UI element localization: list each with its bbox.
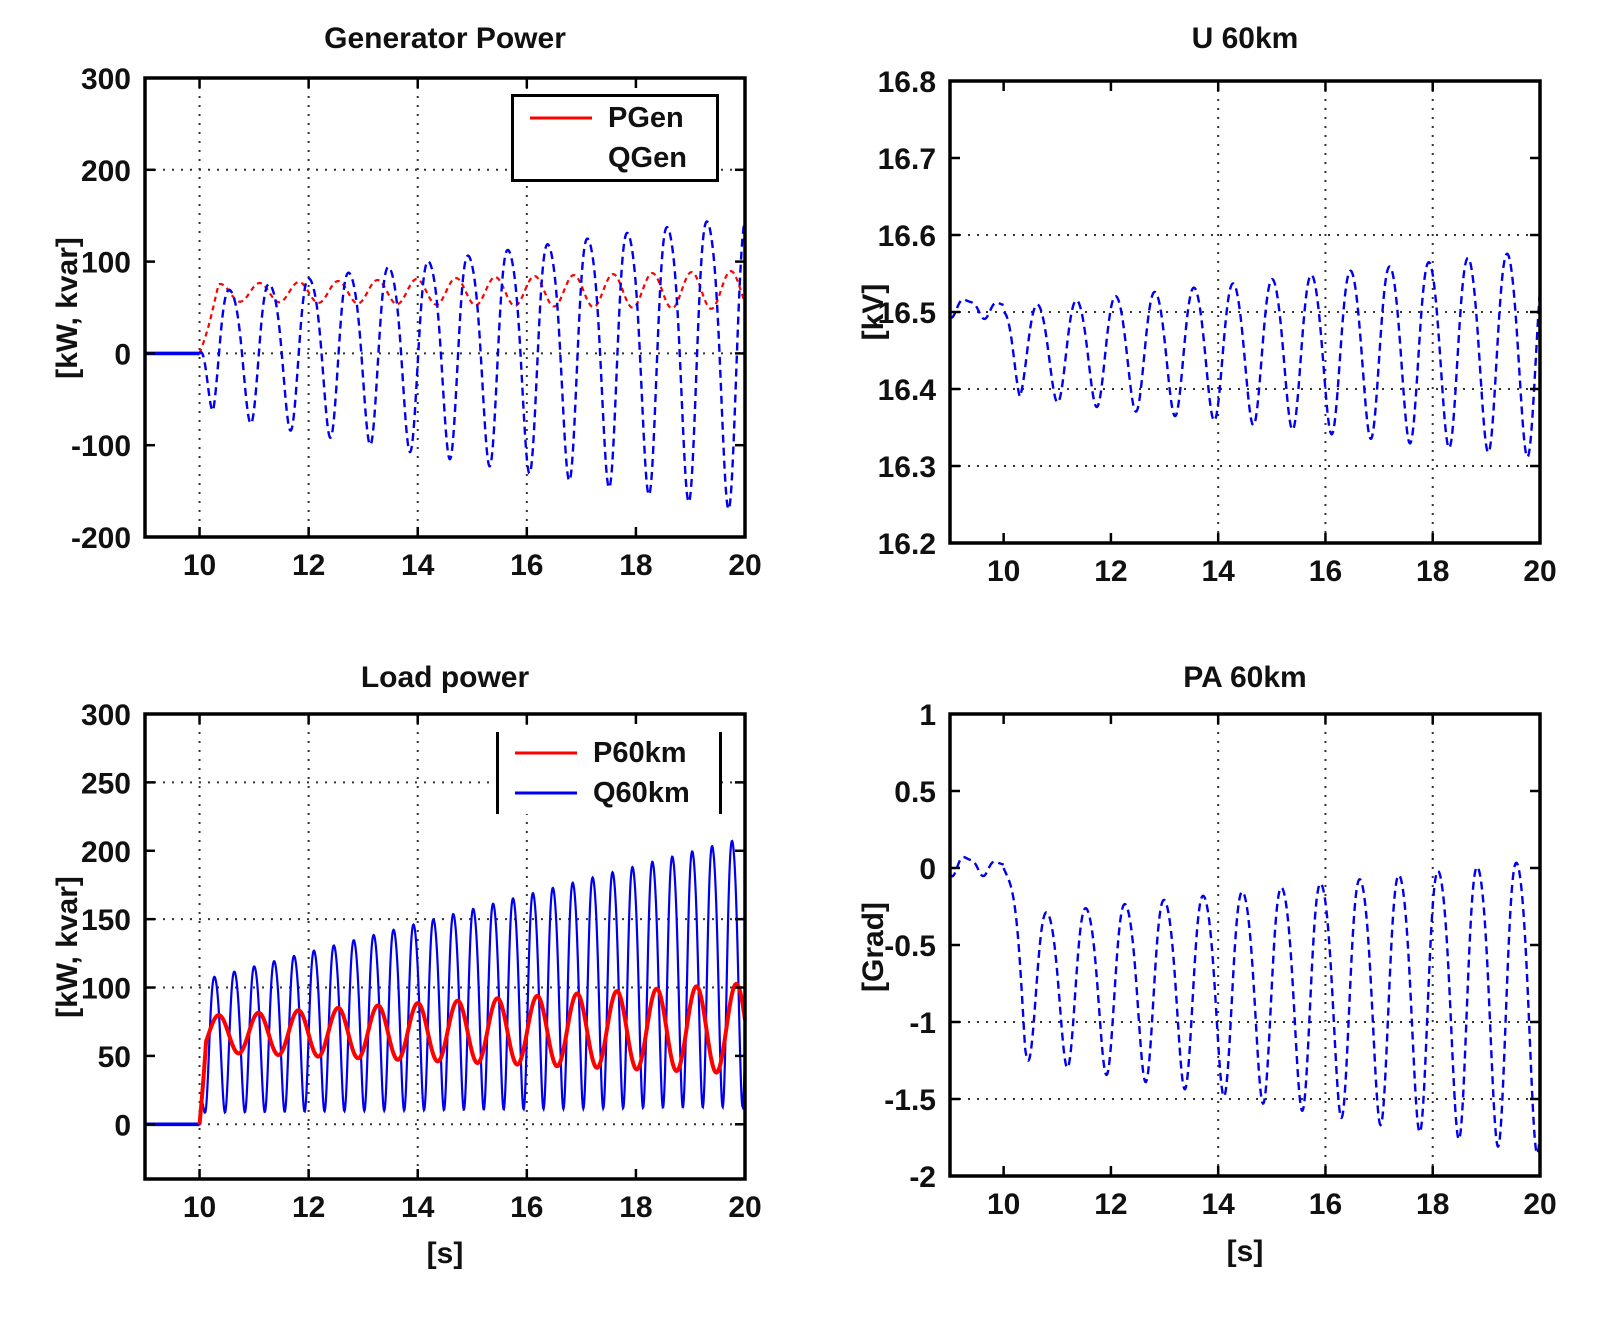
x-tick-label: 10: [183, 549, 216, 582]
plot-title: PA 60km: [1183, 661, 1307, 694]
x-tick-label: 14: [401, 549, 435, 582]
plot-area: 10 12 14 16 18 20 1 0.5 0 -0.5 -1 -1.5 -2: [884, 699, 1556, 1221]
x-tick-label: 10: [183, 1191, 216, 1224]
subplot-load-power: Load power [kW, kvar] [s] 10 12 14 16 18 20 30…: [0, 661, 800, 1322]
y-tick-label: 300: [81, 699, 131, 732]
x-tick-label: 12: [292, 549, 325, 582]
y-tick-label: 100: [81, 973, 131, 1006]
x-tick-label: 18: [1416, 555, 1449, 588]
plot-area: 10 12 14 16 18 20 300 200 100 0 -100 -200: [71, 63, 762, 582]
axes-frame: [143, 712, 747, 1181]
subplot-pa-60km: PA 60km [Grad] [s] 10 12 14 16 18 20 1 0.5 0 -0.5…: [800, 661, 1600, 1322]
series-P60km: [197, 981, 747, 1125]
legend: P60km Q60km: [496, 732, 722, 814]
legend-label: PGen: [608, 101, 684, 134]
legend-line-sample-blue: [513, 789, 579, 797]
y-tick-label: 16.8: [878, 66, 936, 99]
y-tick-label: 16.2: [878, 528, 936, 561]
x-tick-label: 16: [510, 549, 543, 582]
x-axis-label: [s]: [426, 1237, 464, 1270]
series-PGen: [198, 270, 747, 354]
x-tick-label: 12: [1094, 555, 1127, 588]
subplot-generator-power: Generator Power [kW, kvar] 10 12 14 16 18 20 3…: [0, 0, 800, 661]
x-tick-label: 10: [987, 1188, 1020, 1221]
plot-area: 10 12 14 16 18 20 300 250 200 150 100 50 0: [81, 699, 762, 1224]
subplot-u-60km: U 60km [kV] 10 12 14 16 18 20 16.8 16.7 16.6 16.5…: [800, 0, 1600, 661]
y-tick-label: 300: [81, 63, 131, 96]
x-tick-label: 14: [1201, 1188, 1235, 1221]
y-tick-label: 200: [81, 836, 131, 869]
series-U60km: [1003, 252, 1542, 459]
y-tick-label: 16.3: [878, 451, 936, 484]
series-Q60km: [198, 839, 747, 1125]
legend-row: Q60km: [499, 773, 719, 813]
x-tick-label: 12: [1094, 1188, 1127, 1221]
x-tick-label: 14: [401, 1191, 435, 1224]
legend-row: QGen: [514, 138, 716, 178]
y-tick-label: 0.5: [894, 776, 936, 809]
y-tick-label: -200: [71, 522, 131, 555]
y-tick-label: -1: [909, 1007, 936, 1040]
x-tick-label: 10: [987, 555, 1020, 588]
y-tick-label: 16.7: [878, 143, 936, 176]
series-PA60km: [948, 855, 1005, 878]
axes-frame: [143, 76, 747, 539]
plot-title: Load power: [360, 661, 530, 694]
y-tick-label: 0: [114, 1109, 131, 1142]
legend-label: P60km: [593, 736, 687, 769]
axes-frame: [948, 712, 1542, 1178]
y-tick-label: 0: [114, 338, 131, 371]
x-tick-label: 20: [1523, 555, 1556, 588]
plot-area: 10 12 14 16 18 20 16.8 16.7 16.6 16.5 16.4 16.3 16.2: [878, 66, 1557, 588]
y-tick-label: 250: [81, 767, 131, 800]
x-tick-label: 20: [728, 549, 761, 582]
legend-line-sample-red: [528, 114, 594, 122]
y-tick-label: 50: [98, 1041, 131, 1074]
x-tick-label: 18: [619, 1191, 652, 1224]
legend-label: QGen: [608, 141, 687, 174]
plot-title: Generator Power: [324, 22, 566, 55]
x-tick-label: 20: [1523, 1188, 1556, 1221]
series-U60km: [949, 298, 1004, 321]
y-tick-label: 0: [919, 853, 936, 886]
x-tick-label: 18: [619, 549, 652, 582]
legend-row: PGen: [514, 98, 716, 138]
y-tick-label: 1: [919, 699, 936, 732]
y-tick-label: -1.5: [884, 1084, 936, 1117]
axes-frame: [948, 79, 1542, 545]
x-axis-label: [s]: [1226, 1235, 1264, 1268]
x-tick-label: 16: [1309, 1188, 1342, 1221]
x-tick-label: 16: [1309, 555, 1342, 588]
legend-row: P60km: [499, 733, 719, 773]
x-tick-label: 14: [1201, 555, 1235, 588]
x-tick-label: 16: [510, 1191, 543, 1224]
series-PA60km: [1002, 861, 1542, 1156]
x-tick-label: 20: [728, 1191, 761, 1224]
y-tick-label: -0.5: [884, 930, 936, 963]
legend: PGen QGen: [511, 94, 719, 182]
x-tick-label: 12: [292, 1191, 325, 1224]
y-tick-label: 16.5: [878, 297, 936, 330]
plot-title: U 60km: [1191, 22, 1299, 55]
y-tick-label: -100: [71, 430, 131, 463]
legend-label: Q60km: [593, 776, 690, 809]
y-tick-label: -2: [909, 1161, 936, 1194]
y-tick-label: 150: [81, 904, 131, 937]
series-QGen: [198, 218, 747, 511]
legend-line-sample-red: [513, 749, 579, 757]
y-tick-label: 100: [81, 247, 131, 280]
y-tick-label: 16.6: [878, 220, 936, 253]
y-tick-label: 16.4: [878, 374, 937, 407]
x-tick-label: 18: [1416, 1188, 1449, 1221]
y-tick-label: 200: [81, 155, 131, 188]
